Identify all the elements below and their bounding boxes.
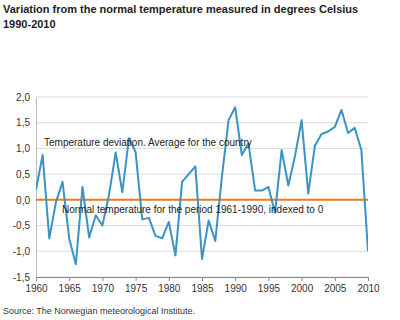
x-axis: 1960 1965 1970 1975 1980 1985 1990 1995 2000 2005… [25, 277, 380, 294]
y-tick-label: 1,0 [16, 143, 30, 154]
x-tick-mark [268, 277, 269, 281]
x-tick: 2005 [324, 277, 347, 294]
y-tick-label: 0,0 [16, 195, 30, 206]
y-tick: -0,5 [13, 220, 36, 231]
grid-line [36, 122, 368, 123]
x-tick: 1965 [59, 277, 82, 294]
y-tick-label: -1,5 [13, 272, 31, 283]
x-tick: 2000 [291, 277, 314, 294]
y-tick-label: -1,0 [13, 246, 31, 257]
y-tick: 1,0 [16, 143, 36, 154]
x-tick-mark [102, 277, 103, 281]
chart: Variation from the normal temperature me… [0, 0, 400, 320]
series-line [36, 107, 368, 264]
y-tick-label: 2,0 [16, 92, 30, 103]
x-tick-mark [169, 277, 170, 281]
x-tick: 1995 [258, 277, 281, 294]
y-tick: 1,5 [16, 117, 36, 128]
x-tick: 1980 [158, 277, 181, 294]
x-tick: 1970 [92, 277, 115, 294]
x-tick: 1960 [25, 277, 48, 294]
grid-line [36, 199, 368, 200]
x-tick: 1985 [191, 277, 214, 294]
x-tick-mark [36, 277, 37, 281]
x-tick-label: 1980 [158, 283, 181, 294]
x-tick-mark [202, 277, 203, 281]
x-tick: 2010 [357, 277, 380, 294]
grid-line [36, 225, 368, 226]
y-tick: 2,0 [16, 92, 36, 103]
grid-line [36, 97, 368, 98]
x-tick-label: 2005 [324, 283, 347, 294]
x-axis-line [37, 278, 369, 282]
y-tick: 0,0 [16, 195, 36, 206]
y-tick-label: -0,5 [13, 220, 31, 231]
x-tick-label: 1985 [191, 283, 214, 294]
y-tick-label: 1,5 [16, 117, 30, 128]
grid-line [36, 174, 368, 175]
x-tick-label: 2000 [291, 283, 314, 294]
x-tick-mark [302, 277, 303, 281]
x-tick-mark [136, 277, 137, 281]
y-tick: -1,0 [13, 246, 36, 257]
source: Source: The Norwegian meteorological Ins… [3, 306, 195, 316]
title: Variation from the normal temperature me… [3, 3, 358, 30]
x-tick-mark [235, 277, 236, 281]
series-label: Temperature deviation. Average for the c… [44, 137, 252, 148]
x-tick-mark [69, 277, 70, 281]
x-tick: 1990 [225, 277, 248, 294]
x-tick-label: 1960 [25, 283, 48, 294]
x-tick: 1975 [125, 277, 148, 294]
plot-area [36, 107, 368, 264]
y-tick: 0,5 [16, 169, 36, 180]
x-tick-label: 1970 [92, 283, 115, 294]
annotation-label: Normal temperature for the period 1961-1… [62, 204, 324, 215]
x-tick-mark [368, 277, 369, 281]
x-tick-label: 1995 [258, 283, 281, 294]
x-tick-mark [335, 277, 336, 281]
grid [36, 97, 368, 277]
reference-line [36, 199, 368, 201]
x-tick-label: 1990 [225, 283, 248, 294]
x-tick-label: 1965 [59, 283, 82, 294]
y-tick: -1,5 [13, 272, 36, 283]
x-tick-label: 2010 [357, 283, 380, 294]
x-tick-label: 1975 [125, 283, 148, 294]
y-axis: -1,5 -1,0 -0,5 0,0 0,5 1,0 1,5 2,0 [13, 92, 37, 283]
grid-line [36, 148, 368, 149]
y-tick-label: 0,5 [16, 169, 30, 180]
